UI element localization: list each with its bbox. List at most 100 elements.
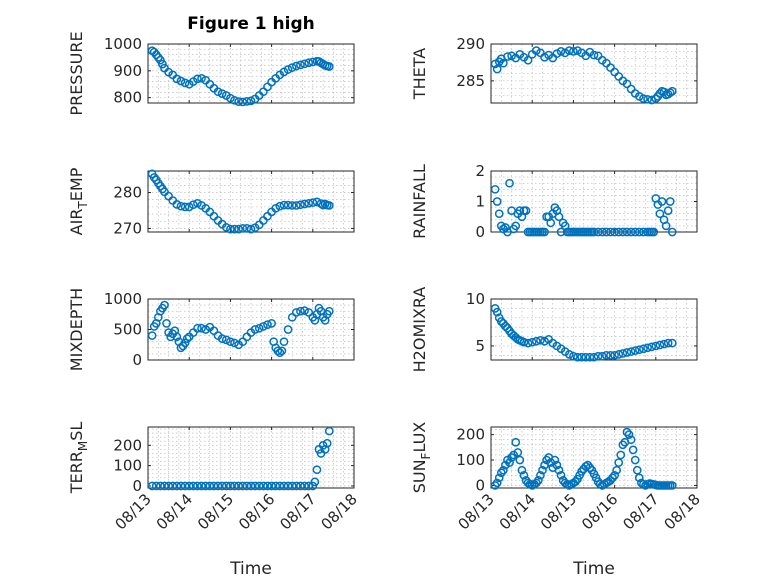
y-tick-label: 200 [113,436,142,454]
y-tick-label: 800 [113,89,142,107]
data-point [602,227,611,237]
data-point [496,468,506,478]
data-point [492,307,502,317]
data-point [242,97,252,106]
data-point [193,323,202,333]
data-point [511,221,521,231]
y-axis-label: MIXDEPTH [67,288,86,371]
data-point [188,200,198,210]
data-point [540,336,549,346]
data-point [300,481,309,491]
data-point [217,89,227,98]
data-point [300,199,309,209]
data-point [589,50,599,60]
data-point [554,212,564,222]
data-point [308,57,318,67]
y-axis-label: H2OMIXRA [410,287,429,373]
data-point [503,52,512,61]
data-point [651,341,661,351]
data-point [501,223,510,232]
axis-border-sun_flux [490,426,698,489]
data-point [197,323,206,333]
data-point [667,481,677,490]
data-point [550,455,560,465]
data-point [291,481,301,491]
data-point [657,197,667,206]
y-tick-label: 1 [475,193,485,211]
data-point [531,336,541,346]
data-point [634,345,644,355]
subplot-h2omixra: 5 10 H2OMIXRA [410,287,698,373]
y-tick-label: 5 [475,337,485,355]
data-point [655,209,665,219]
data-point [271,481,281,491]
data-point [324,62,334,71]
data-point [651,94,661,103]
data-point [583,460,593,470]
data-point [585,352,595,362]
data-point [647,95,657,105]
figure-title: Figure 1 high [187,14,315,34]
data-point [577,352,586,362]
data-point [226,337,235,347]
data-point [593,227,603,237]
subplot-rainfall: 0 1 2 RAINFALL [410,162,698,241]
data-point [263,481,272,491]
data-point [275,481,285,491]
data-point [622,79,632,89]
y-tick-label: 285 [456,72,485,90]
y-axis-label: PRESSURE [67,31,86,115]
data-point [523,55,533,65]
data-point [160,300,169,310]
data-point [250,325,260,334]
data-point [608,473,617,483]
data-point [193,481,202,491]
data-point [296,306,305,316]
data-point [180,338,190,348]
data-point [283,200,293,210]
data-point [618,349,628,358]
data-point [300,59,309,69]
data-point [304,481,314,491]
data-point [612,465,622,475]
data-point [589,227,599,237]
axis-border-terr_msl [147,426,355,489]
data-point [663,338,673,348]
data-point [536,470,545,480]
data-point [226,481,235,491]
data-point [505,458,514,467]
y-axis-label-subscript: F [419,452,433,459]
data-point [164,481,173,491]
data-point [147,331,157,340]
data-point [527,337,537,347]
data-point [197,481,206,491]
data-point [172,332,182,342]
data-point [505,178,514,188]
data-point [614,227,624,237]
data-point [296,60,305,70]
axis-border-theta [490,43,698,104]
data-point [610,227,619,237]
data-point [221,481,231,491]
y-axis-label: SUNFLUX [410,422,433,494]
data-point [492,197,502,206]
x-tick-label: 08/17 [276,490,319,533]
data-point [308,198,318,207]
data-point [254,323,264,333]
data-point [184,202,194,212]
y-axis-label: THETA [410,48,429,100]
y-axis-label-part: EMP [67,167,86,201]
data-point [624,430,634,439]
data-point [291,308,301,317]
data-point [618,227,628,237]
grid-theta [491,44,697,103]
y-axis-label-part: AIR [67,209,86,236]
data-point [606,350,615,360]
data-point [172,74,182,84]
data-point [188,481,198,491]
data-point [230,95,239,105]
y-tick-label: 1000 [104,35,142,53]
data-point [279,200,289,210]
data-point [626,227,636,237]
